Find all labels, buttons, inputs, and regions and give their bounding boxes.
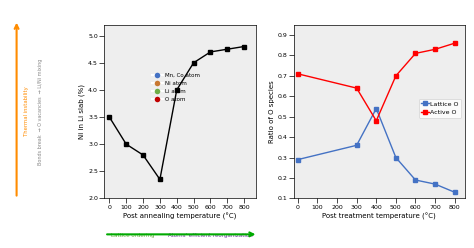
Y-axis label: Ratio of O species: Ratio of O species xyxy=(269,80,275,143)
Legend: Lattice O, Active O: Lattice O, Active O xyxy=(419,99,461,118)
Active O xyxy=(354,87,359,90)
Active O xyxy=(374,119,379,122)
Legend: Mn, Co atom, Ni atom, Li atom, O atom: Mn, Co atom, Ni atom, Li atom, O atom xyxy=(149,71,202,104)
X-axis label: Post annealing temperature (°C): Post annealing temperature (°C) xyxy=(123,213,237,220)
Active O xyxy=(452,42,457,45)
X-axis label: Post treatment temperature (°C): Post treatment temperature (°C) xyxy=(322,213,436,220)
Line: Active O: Active O xyxy=(296,41,456,123)
Lattice O xyxy=(393,156,399,159)
Active O xyxy=(413,52,419,55)
Lattice O xyxy=(432,183,438,186)
Lattice O xyxy=(354,144,359,147)
Text: Thermal instability: Thermal instability xyxy=(24,87,28,136)
Text: Atoms' efficient reorganization: Atoms' efficient reorganization xyxy=(168,233,253,238)
Active O xyxy=(295,72,301,75)
Text: Bonds break  → O vacancies  → Li/Ni mixing: Bonds break → O vacancies → Li/Ni mixing xyxy=(38,59,43,165)
Active O xyxy=(432,48,438,51)
Lattice O xyxy=(452,191,457,194)
Lattice O xyxy=(374,107,379,110)
Active O xyxy=(393,74,399,77)
Lattice O xyxy=(413,179,419,182)
Text: Lattice ordering: Lattice ordering xyxy=(111,233,155,238)
Line: Lattice O: Lattice O xyxy=(296,107,456,194)
Y-axis label: Ni in Li slab (%): Ni in Li slab (%) xyxy=(79,84,85,139)
Lattice O xyxy=(295,158,301,161)
